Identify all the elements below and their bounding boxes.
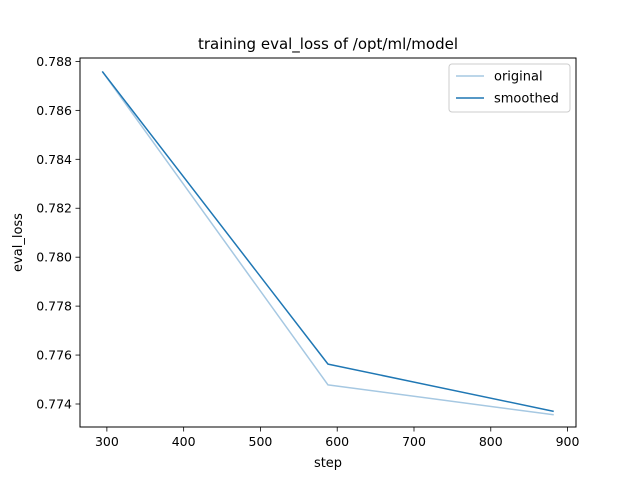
x-tick-label: 900 (556, 434, 580, 449)
x-tick-label: 500 (249, 434, 273, 449)
y-tick-label: 0.778 (36, 299, 72, 314)
legend-label-smoothed: smoothed (494, 92, 559, 107)
y-tick-label: 0.782 (36, 201, 72, 216)
x-axis-label: step (314, 456, 342, 471)
x-tick-label: 300 (95, 434, 119, 449)
series-layer (101, 71, 554, 416)
legend-label-original: original (494, 70, 543, 85)
plot-frame (79, 57, 577, 428)
x-tick-label: 700 (402, 434, 426, 449)
x-tick-label: 400 (172, 434, 196, 449)
y-tick-label: 0.776 (36, 348, 72, 363)
x-tick-label: 800 (479, 434, 503, 449)
x-axis-ticks: 300 400 500 600 700 800 900 (95, 427, 580, 449)
y-tick-label: 0.786 (36, 103, 72, 118)
y-tick-label: 0.788 (36, 54, 72, 69)
y-axis-label: eval_loss (11, 213, 26, 272)
legend: original smoothed (448, 63, 571, 113)
y-tick-label: 0.780 (36, 250, 72, 265)
y-axis-ticks: 0.774 0.776 0.778 0.780 0.782 0.784 0.786 0.788 (36, 54, 80, 411)
y-tick-label: 0.774 (36, 396, 72, 411)
series-line-original (101, 71, 554, 416)
series-line-smoothed (101, 71, 554, 413)
chart-title: training eval_loss of /opt/ml/model (198, 35, 458, 54)
x-tick-label: 600 (325, 434, 349, 449)
y-tick-label: 0.784 (36, 152, 72, 167)
